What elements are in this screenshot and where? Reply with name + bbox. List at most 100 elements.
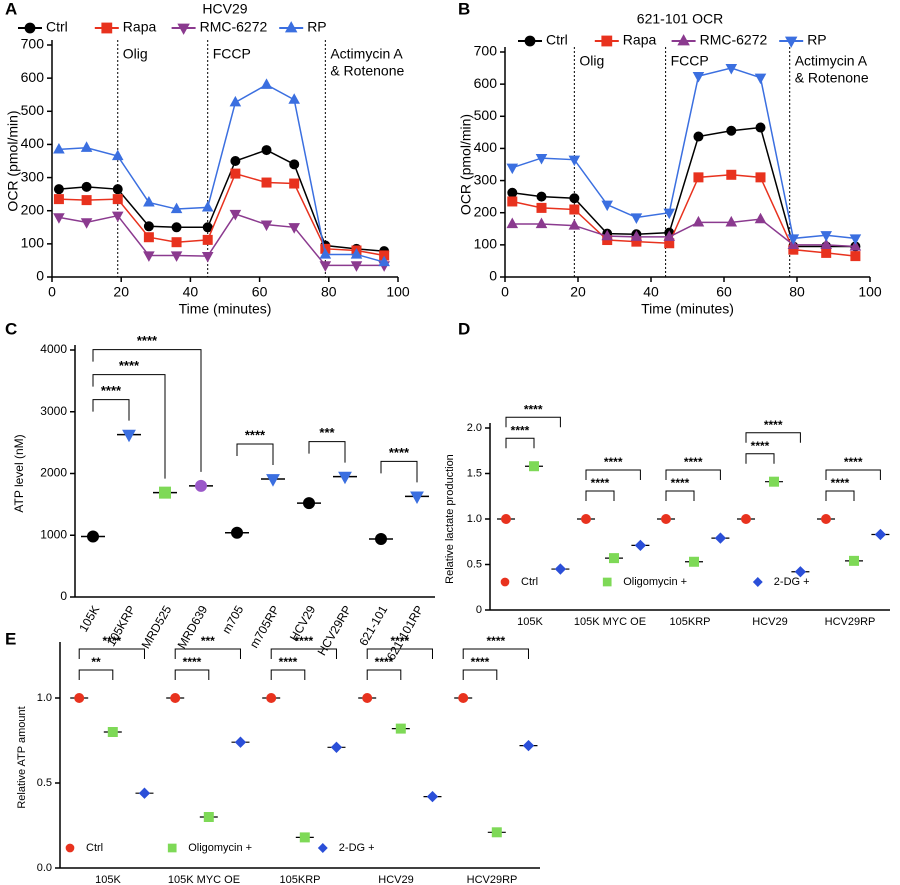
marker	[81, 195, 92, 206]
y-axis-label: Relative lactate production	[444, 454, 456, 584]
significance: ****	[671, 476, 690, 490]
marker	[634, 539, 647, 552]
legend-label: Oligomycin +	[188, 842, 252, 854]
y-tick-label: 2.0	[467, 422, 482, 434]
legend-marker	[784, 36, 798, 48]
marker	[159, 486, 171, 499]
marker	[53, 194, 64, 205]
marker	[378, 255, 390, 267]
legend-label: Rapa	[123, 19, 157, 35]
marker	[693, 172, 704, 183]
bracket	[665, 490, 695, 501]
marker	[661, 514, 671, 524]
significance: ****	[183, 655, 202, 669]
marker	[229, 209, 242, 221]
marker	[112, 194, 123, 205]
marker	[319, 248, 332, 259]
x-tick-label: 105K MYC OE	[574, 616, 646, 628]
x-tick-label: HCV29RP	[825, 616, 876, 628]
marker	[289, 159, 300, 170]
y-tick-label: 100	[21, 235, 45, 251]
legend-marker	[167, 843, 177, 853]
panel-letter: C	[5, 319, 17, 338]
bracket	[380, 460, 418, 483]
marker	[143, 195, 155, 207]
x-tick-label: 105KRP	[670, 616, 711, 628]
y-axis-label: OCR (pmol/min)	[5, 110, 21, 211]
marker	[112, 184, 123, 195]
legend-label: RMC-6272	[700, 32, 768, 48]
y-tick-label: 0	[60, 589, 67, 603]
marker	[195, 479, 207, 492]
bracket	[92, 374, 166, 479]
marker	[630, 230, 643, 241]
x-axis-label: Time (minutes)	[179, 301, 272, 317]
marker	[769, 476, 779, 487]
panel-letter: E	[5, 629, 16, 648]
marker	[820, 231, 832, 242]
y-tick-label: 1.0	[37, 692, 52, 704]
marker	[507, 196, 518, 207]
marker	[522, 739, 535, 752]
x-tick-label: 0	[501, 284, 509, 300]
marker	[741, 514, 751, 524]
significance: ****	[831, 476, 850, 490]
marker	[535, 217, 548, 229]
bracket	[308, 441, 346, 463]
significance: ****	[511, 423, 530, 437]
marker	[849, 234, 862, 245]
legend-marker	[284, 21, 298, 33]
x-tick-label: HCV29RP	[315, 603, 355, 658]
marker	[201, 252, 214, 263]
marker	[53, 184, 64, 195]
marker	[201, 200, 214, 212]
y-tick-label: 2000	[40, 466, 67, 480]
marker	[755, 172, 766, 183]
significance: ****	[389, 445, 410, 460]
x-tick-label: 105KRP	[280, 874, 321, 885]
x-tick-label: 60	[252, 284, 268, 300]
bracket	[270, 648, 337, 659]
marker	[726, 169, 737, 180]
x-tick-label: 60	[716, 284, 732, 300]
marker	[726, 125, 737, 136]
y-tick-label: 4000	[40, 342, 67, 356]
y-tick-label: 700	[474, 43, 498, 59]
series-line	[512, 67, 856, 240]
chart-title: HCV29	[202, 1, 247, 17]
chart-title: 621-101 OCR	[637, 11, 723, 27]
x-tick-label: 0	[48, 284, 56, 300]
marker	[261, 145, 272, 156]
marker	[820, 238, 832, 249]
y-tick-label: 600	[474, 75, 498, 91]
x-tick-label: 20	[113, 284, 129, 300]
significance: ****	[684, 455, 703, 469]
y-tick-label: 500	[474, 107, 498, 123]
bracket	[825, 490, 855, 501]
marker	[569, 193, 580, 204]
marker	[266, 693, 277, 703]
legend-label: Ctrl	[86, 842, 103, 854]
marker	[260, 78, 273, 89]
x-tick-label: m705RP	[247, 603, 282, 650]
significance: ****	[764, 418, 783, 432]
marker	[849, 555, 859, 566]
legend-label: RP	[307, 19, 326, 35]
marker	[234, 736, 247, 748]
y-tick-label: 200	[21, 201, 45, 217]
event-label: & Rotenone	[330, 63, 404, 79]
marker	[202, 234, 213, 245]
marker	[458, 693, 469, 703]
marker	[107, 727, 118, 737]
y-tick-label: 300	[21, 168, 45, 184]
significance: ****	[591, 476, 610, 490]
bracket	[174, 648, 241, 659]
marker	[663, 230, 676, 241]
marker	[170, 693, 181, 703]
marker	[529, 461, 539, 472]
x-tick-label: 40	[643, 284, 659, 300]
y-tick-label: 400	[474, 139, 498, 155]
panel-letter: A	[5, 0, 17, 18]
marker	[289, 178, 300, 189]
y-tick-label: 600	[21, 69, 45, 85]
